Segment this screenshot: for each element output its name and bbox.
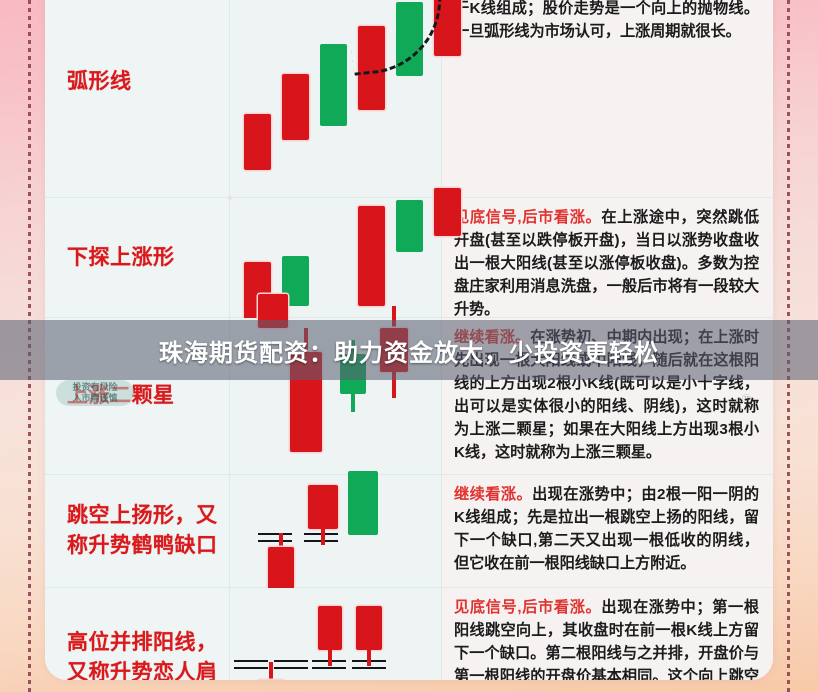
pattern-chart-cell <box>230 0 461 197</box>
candlestick-up <box>318 606 342 666</box>
candlestick-down <box>320 44 347 126</box>
pattern-name-label: 高位并排阳线，又称升势恋人肩并肩缺口 <box>67 631 218 680</box>
promo-banner-text: 珠海期货配资：助力资金放大，少投资更轻松 <box>159 339 659 367</box>
pattern-description-cell: 见底信号，后市看涨。在涨势初期出现；由若干K线组成；股价走势是一个向上的抛物线。… <box>442 0 773 197</box>
flat-doji-line <box>274 660 308 669</box>
candlestick-up <box>434 188 461 236</box>
risk-line-2: 入市需谨慎 <box>72 393 118 403</box>
flat-doji-line <box>234 660 268 669</box>
candlestick-down <box>396 200 423 252</box>
candlestick-down <box>396 2 423 76</box>
candlestick-up <box>282 74 309 140</box>
candlestick-up <box>358 206 385 306</box>
pattern-description-cell: 见底信号,后市看涨。在上涨途中，突然跳低开盘(甚至以跌停板开盘)，当日以涨势收盘… <box>442 198 773 318</box>
candlestick-down <box>348 471 378 535</box>
description-highlight: 见底信号,后市看涨。 <box>454 209 602 226</box>
description-body: 在上涨途中，突然跳低开盘(甚至以跌停板开盘)，当日以涨势收盘收出一根大阳线(甚至… <box>454 209 759 319</box>
pattern-name-label: 弧形线 <box>67 69 132 93</box>
description-body: 出现在涨势中；第一根阳线跳空向上，其收盘时在前一根K线上方留下一个缺口。第二根阳… <box>454 599 759 680</box>
pattern-name-label: 跳空上扬形，又称升势鹤鸭缺口 <box>67 504 218 557</box>
description-body: 在涨势初期出现；由若干K线组成；股价走势是一个向上的抛物线。一旦弧形线为市场认可… <box>454 0 759 41</box>
candlestick-up <box>434 0 461 56</box>
pattern-chart-cell <box>230 588 442 680</box>
pattern-name-cell: 下探上涨形 <box>45 198 230 317</box>
table-row: 高位并排阳线，又称升势恋人肩并肩缺口 见底信号,后市看涨。出现在涨势中；第一根阳… <box>45 588 773 680</box>
candlestick-up <box>308 485 338 545</box>
candlestick-up <box>244 114 271 170</box>
risk-disclaimer-watermark: 投资有风险 入市需谨慎 <box>56 380 134 406</box>
pattern-chart-cell <box>230 471 442 595</box>
table-row: 跳空上扬形，又称升势鹤鸭缺口 继续看涨。出现在涨势中；由2根一阳一阴的K线组成；… <box>45 471 773 595</box>
risk-line-1: 投资有风险 <box>72 382 118 392</box>
candlestick-up <box>358 26 385 110</box>
table-row: 下探上涨形 见底信号,后市看涨。在上涨途中，突然跳低开盘(甚至以跌停板开盘)，当… <box>45 188 773 344</box>
pattern-description-text: 继续看涨。出现在涨势中；由2根一阳一阴的K线组成；先是拉出一根跳空上扬的阳线，留… <box>454 483 759 575</box>
pattern-description-cell: 见底信号,后市看涨。出现在涨势中；第一根阳线跳空向上，其收盘时在前一根K线上方留… <box>442 588 773 680</box>
candlestick-up <box>356 606 382 666</box>
description-highlight: 继续看涨。 <box>454 486 533 503</box>
table-row: 弧形线 见底信号，后市看涨。在涨势初期出现；由若干K线组成；股价走势是一个向上的… <box>45 0 773 198</box>
pattern-description-text: 见底信号，后市看涨。在涨势初期出现；由若干K线组成；股价走势是一个向上的抛物线。… <box>454 0 759 43</box>
flat-doji-line <box>258 533 292 542</box>
corner-watermark: ⑪ <box>742 394 752 404</box>
promo-banner-overlay: 珠海期货配资：助力资金放大，少投资更轻松 <box>0 320 818 380</box>
pattern-name-cell: 高位并排阳线，又称升势恋人肩并肩缺口 <box>45 588 230 680</box>
pattern-description-cell: 继续看涨。出现在涨势中；由2根一阳一阴的K线组成；先是拉出一根跳空上扬的阳线，留… <box>442 475 773 587</box>
description-highlight: 见底信号,后市看涨。 <box>454 599 602 616</box>
pattern-description-text: 见底信号,后市看涨。出现在涨势中；第一根阳线跳空向上，其收盘时在前一根K线上方留… <box>454 596 759 680</box>
pattern-name-cell: 跳空上扬形，又称升势鹤鸭缺口 <box>45 475 230 587</box>
description-body: 出现在涨势中；由2根一阳一阴的K线组成；先是拉出一根跳空上扬的阳线，留下一个缺口… <box>454 486 759 573</box>
pattern-name-label: 下探上涨形 <box>67 245 175 269</box>
pattern-description-text: 见底信号,后市看涨。在上涨途中，突然跳低开盘(甚至以跌停板开盘)，当日以涨势收盘… <box>454 206 759 321</box>
pattern-name-cell: 弧形线 <box>45 0 230 197</box>
candlestick-up <box>268 533 294 595</box>
